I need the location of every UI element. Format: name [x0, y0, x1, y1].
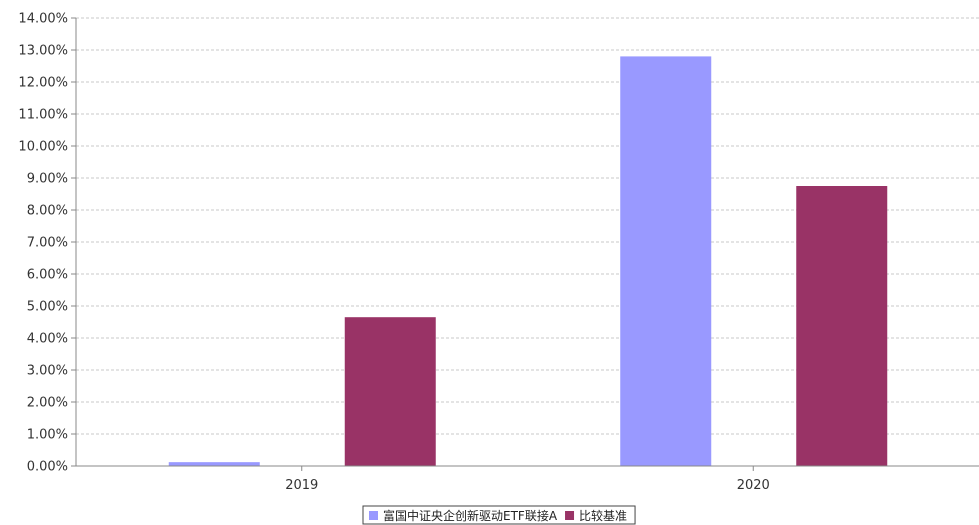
bars: [168, 56, 888, 467]
y-tick-label: 9.00%: [27, 172, 68, 187]
legend-label: 富国中证央企创新驱动ETF联接A: [383, 508, 558, 523]
y-tick-label: 14.00%: [18, 12, 68, 27]
y-tick-label: 12.00%: [18, 76, 68, 91]
bar-fund-2019: [168, 462, 260, 466]
y-tick-label: 10.00%: [18, 140, 68, 155]
y-tick-label: 7.00%: [27, 236, 68, 251]
bar-benchmark-2019: [344, 317, 436, 466]
y-tick-label: 0.00%: [27, 460, 68, 475]
axes: [75, 18, 979, 467]
x-axis-ticks: 2019 2020: [285, 466, 770, 493]
legend-swatch: [369, 511, 378, 520]
gridlines: [76, 17, 979, 435]
y-axis-ticks: 0.00% 1.00% 2.00% 3.00% 4.00% 5.00% 6.00% 7.00%…: [18, 12, 76, 475]
legend-label: 比较基准: [579, 508, 627, 523]
bar-benchmark-2020: [796, 186, 888, 466]
legend-swatch: [565, 511, 575, 520]
y-tick-label: 2.00%: [27, 396, 68, 411]
y-tick-label: 5.00%: [27, 300, 68, 315]
y-tick-label: 3.00%: [27, 364, 68, 379]
bar-fund-2020: [620, 56, 712, 467]
y-tick-label: 8.00%: [27, 204, 68, 219]
x-tick-label: 2019: [285, 478, 318, 493]
y-tick-label: 4.00%: [27, 332, 68, 347]
legend: 富国中证央企创新驱动ETF联接A 比较基准: [362, 505, 636, 525]
y-tick-label: 11.00%: [18, 108, 68, 123]
y-tick-label: 13.00%: [18, 44, 68, 59]
x-tick-label: 2020: [737, 478, 770, 493]
y-tick-label: 6.00%: [27, 268, 68, 283]
y-tick-label: 1.00%: [27, 428, 68, 443]
